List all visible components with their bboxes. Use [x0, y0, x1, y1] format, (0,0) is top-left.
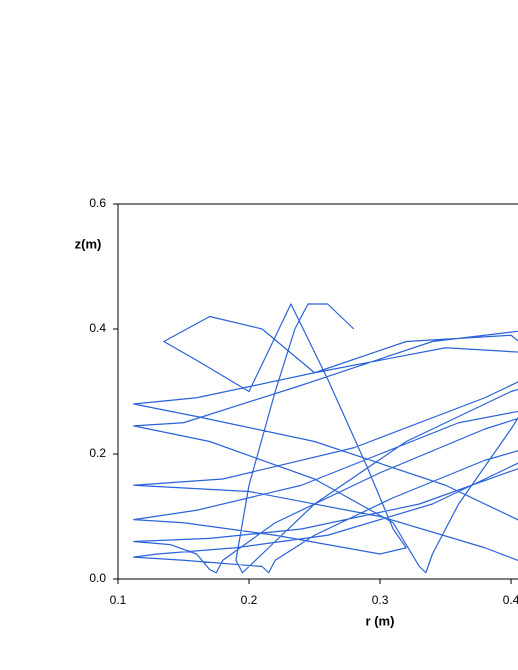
y-tick-label: 0.6 — [89, 196, 106, 210]
x-tick-label: 0.1 — [110, 593, 127, 607]
trajectory-line — [133, 303, 518, 574]
y-tick-label: 0.0 — [89, 571, 106, 585]
plot-frame — [117, 203, 518, 580]
x-tick-label: 0.3 — [372, 593, 389, 607]
x-tick-label: 0.2 — [241, 593, 258, 607]
y-axis-label: z(m) — [75, 236, 102, 251]
x-tick-label: 0.4 — [503, 593, 518, 607]
y-tick-label: 0.2 — [89, 446, 106, 460]
x-axis-label: r (m) — [366, 613, 395, 628]
y-tick-label: 0.4 — [89, 321, 106, 335]
